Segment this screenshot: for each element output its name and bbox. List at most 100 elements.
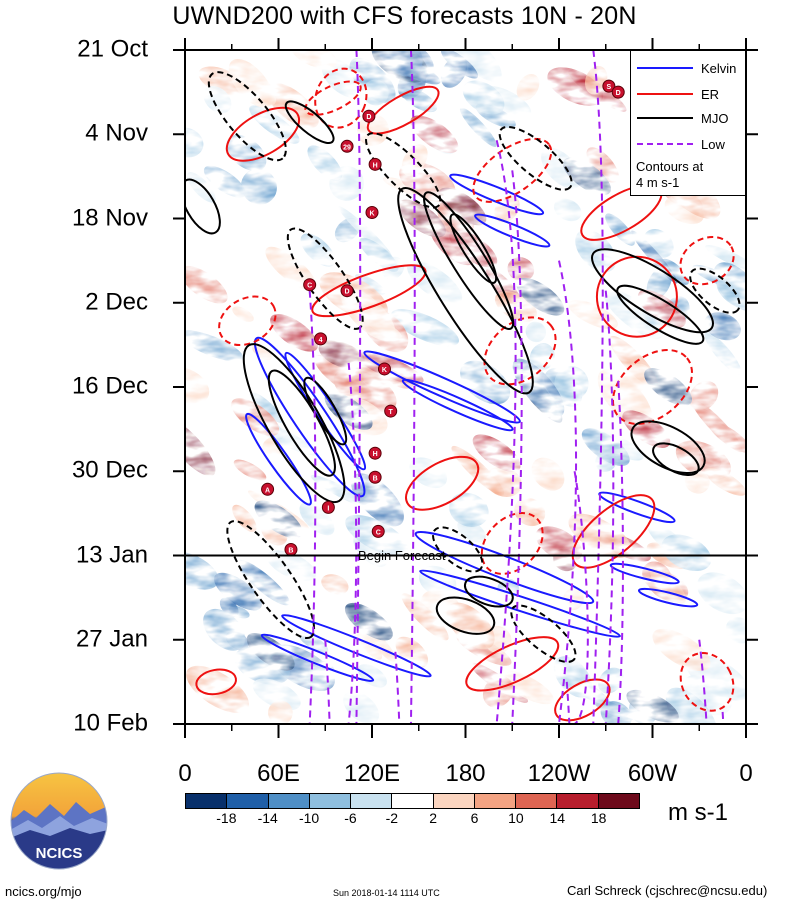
storm-marker-dot: [368, 446, 382, 460]
storm-marker-label: H: [373, 451, 378, 458]
field-patch: [341, 287, 396, 341]
storm-marker: D: [362, 109, 376, 123]
storm-marker-dot: [314, 332, 328, 346]
kelvin-contour-inner: [637, 587, 699, 608]
field-patch: [300, 233, 336, 267]
storm-marker-label: B: [288, 547, 293, 554]
storm-marker-label: T: [389, 409, 394, 416]
logo-text: NCICS: [36, 845, 83, 862]
storm-marker: A: [261, 482, 275, 496]
field-patch: [553, 656, 593, 698]
mjo-contour: [463, 575, 514, 608]
er-contour: [311, 264, 427, 318]
colorbar-cell: [557, 794, 599, 808]
er-contour: [405, 455, 480, 511]
low-contour: [558, 260, 578, 724]
field-patch-strong: [644, 368, 693, 406]
field-patch-strong: [637, 289, 686, 328]
field-patch-strong: [324, 392, 373, 430]
colorbar-cell: [392, 794, 434, 808]
y-tick-label: 27 Jan: [75, 625, 148, 653]
field-patch: [314, 355, 372, 401]
storm-marker-label: D: [345, 289, 350, 296]
er-contour: [195, 668, 237, 696]
storm-marker-label: K: [382, 367, 387, 374]
field-patch: [318, 340, 366, 370]
colorbar-tick-label: -10: [298, 810, 320, 826]
chart-title: UWND200 with CFS forecasts 10N - 20N: [172, 2, 637, 30]
contour-note-line: 4 m s-1: [636, 175, 680, 190]
field-patch: [185, 127, 204, 158]
kelvin-contour-inner: [474, 213, 551, 248]
field-patch: [665, 687, 718, 724]
field-patch: [203, 165, 246, 198]
field-patch: [661, 534, 712, 572]
colorbar-tick-label: 18: [590, 810, 607, 826]
field-patch-strong: [563, 157, 611, 196]
footer-timestamp: Sun 2018-01-14 1114 UTC: [333, 888, 440, 898]
legend-item-kelvin: Kelvin: [637, 59, 736, 77]
kelvin-contour-inner: [419, 569, 621, 638]
colorbar-tick-label: 10: [508, 810, 524, 826]
field-patch: [407, 260, 463, 305]
storm-marker: D: [340, 284, 354, 298]
mjo-contour: [689, 267, 741, 314]
x-tick-label: 60E: [257, 760, 300, 787]
colorbar-cell: [227, 794, 269, 808]
storm-marker: K: [365, 205, 379, 219]
kelvin-contour-inner: [284, 351, 367, 471]
low-contour: [308, 290, 317, 724]
field-patches: [185, 50, 746, 724]
field-patch: [252, 678, 301, 711]
mjo-contour: [591, 248, 714, 334]
colorbar-cell: [433, 794, 475, 808]
wind-field: [185, 50, 746, 724]
storm-marker-dot: [602, 79, 616, 93]
field-patch-strong: [254, 500, 303, 539]
kelvin-swatch: [637, 67, 693, 69]
er-contour: [679, 652, 735, 712]
field-patch: [234, 77, 277, 106]
kelvin-contour: [245, 412, 312, 506]
y-tick-label: 21 Oct: [77, 35, 148, 63]
legend: Kelvin ER MJO Low Contours at 4 m s-1: [630, 50, 746, 196]
storm-marker-dot: [303, 278, 317, 292]
field-patch: [409, 457, 448, 489]
y-tick-label: 10 Feb: [73, 709, 148, 737]
storm-marker-dot: [384, 404, 398, 418]
field-patch: [355, 274, 386, 295]
colorbar-cell: [309, 794, 352, 808]
field-patch: [600, 701, 632, 724]
field-patch: [343, 691, 380, 724]
colorbar-cell: [268, 794, 310, 808]
er-swatch: [637, 93, 693, 95]
field-patch: [598, 667, 624, 694]
kelvin-contour-inner: [260, 633, 375, 682]
storm-marker-dot: [261, 482, 275, 496]
storm-marker-dot: [371, 524, 385, 538]
field-patch: [359, 237, 399, 272]
legend-label: Kelvin: [701, 60, 737, 76]
field-patch: [494, 195, 520, 223]
legend-label: ER: [701, 86, 720, 102]
field-patch: [554, 366, 589, 401]
field-patch: [357, 663, 387, 688]
storm-marker: T: [384, 404, 398, 418]
storm-marker-dot: [368, 470, 382, 484]
mjo-contour: [449, 213, 498, 284]
field-patch: [460, 360, 511, 405]
field-patch-strong: [246, 632, 295, 671]
storm-marker: H: [368, 157, 382, 171]
mjo-contour: [397, 187, 534, 395]
field-patch: [226, 134, 267, 172]
legend-item-mjo: MJO: [637, 109, 728, 127]
storm-marker: 4: [314, 332, 328, 346]
field-patch: [385, 50, 423, 77]
contour-note: Contours at 4 m s-1: [636, 159, 703, 191]
field-patch-strong: [270, 314, 319, 352]
colorbar-cell: [474, 794, 517, 808]
mjo-contour: [510, 604, 577, 663]
field-patch: [499, 670, 554, 705]
mjo-contour: [207, 71, 287, 162]
